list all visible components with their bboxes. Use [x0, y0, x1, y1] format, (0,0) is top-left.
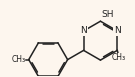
- Text: CH₃: CH₃: [111, 53, 125, 62]
- Text: SH: SH: [102, 10, 114, 18]
- Text: N: N: [80, 26, 87, 35]
- Text: CH₃: CH₃: [11, 55, 26, 64]
- Text: N: N: [114, 26, 121, 35]
